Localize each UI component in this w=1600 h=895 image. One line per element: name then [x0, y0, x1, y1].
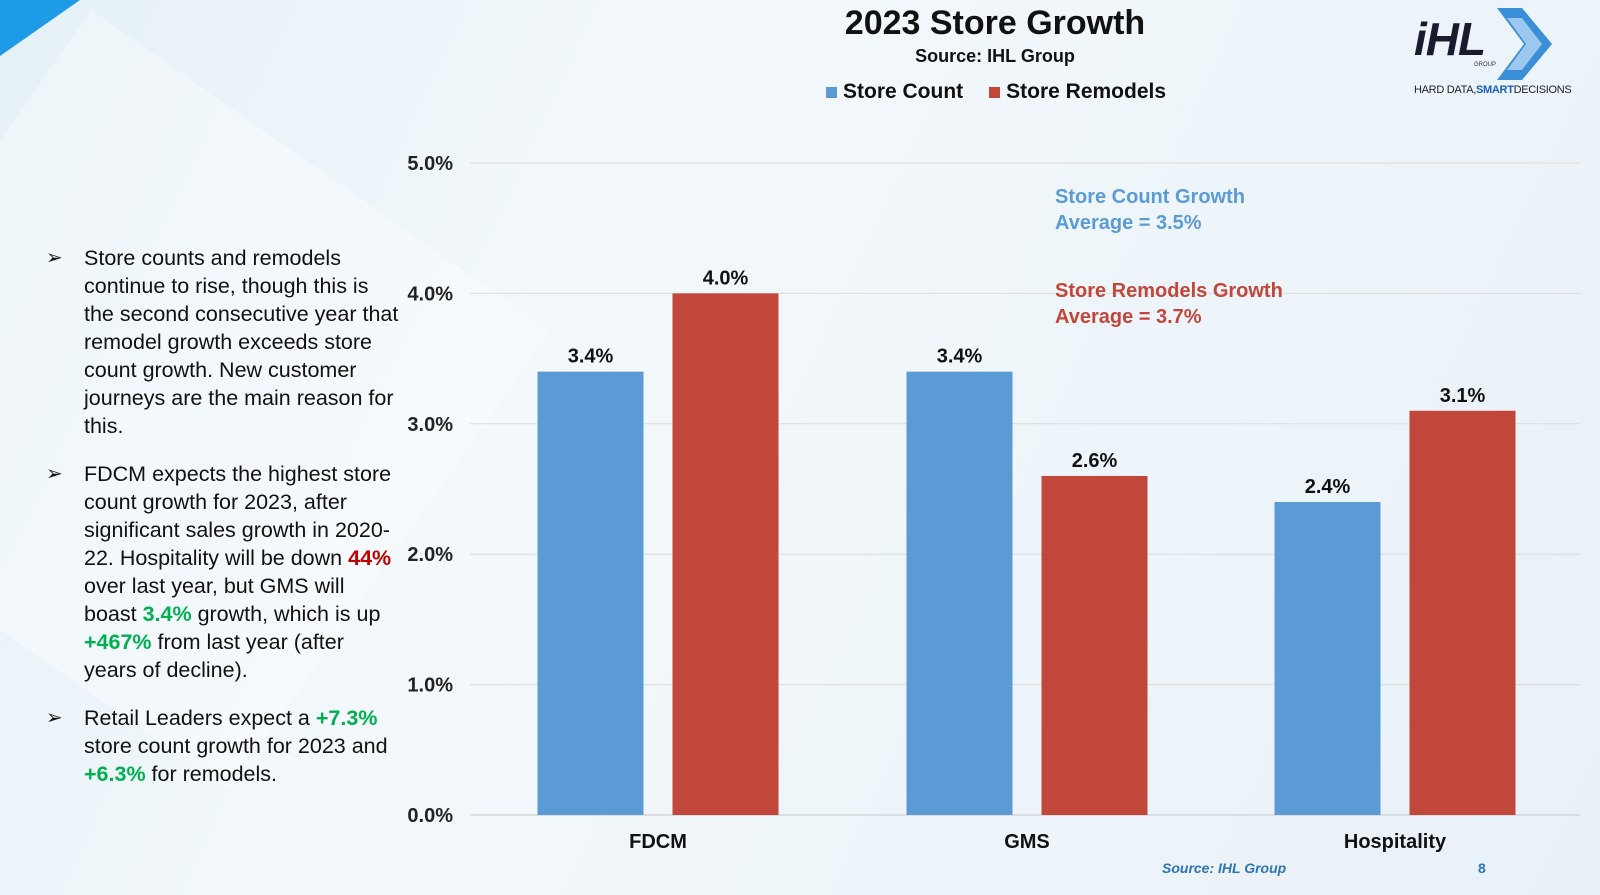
- bullet-text-segment: +6.3%: [84, 762, 146, 786]
- annotation-line-2: Average = 3.5%: [1055, 212, 1202, 234]
- legend-label-store-remodels: Store Remodels: [1006, 80, 1167, 103]
- data-label: 3.1%: [1440, 385, 1486, 407]
- logo-tagline: HARD DATA,SMARTDECISIONS: [1414, 84, 1572, 96]
- data-label: 2.6%: [1072, 450, 1118, 472]
- data-label: 4.0%: [703, 267, 749, 289]
- y-tick-label: 4.0%: [407, 283, 453, 305]
- annotation-line-1: Store Remodels Growth: [1055, 280, 1283, 302]
- bullet-text-segment: 3.4%: [142, 602, 192, 626]
- bullet-text-segment: store count growth for 2023 and: [84, 734, 388, 758]
- bullet-item: ➢ Retail Leaders expect a +7.3% store cou…: [44, 704, 399, 788]
- bullet-text-segment: Retail Leaders expect a: [84, 706, 316, 730]
- page-number: 8: [1478, 860, 1486, 876]
- annotation-line-1: Store Count Growth: [1055, 186, 1245, 208]
- data-label: 3.4%: [568, 346, 614, 368]
- data-label: 2.4%: [1305, 476, 1351, 498]
- bullet-item: ➢ FDCM expects the highest store count gr…: [44, 460, 399, 684]
- y-tick-label: 1.0%: [407, 675, 453, 697]
- bar-store-remodels: [1041, 475, 1148, 815]
- logo-group-text: GROUP: [1474, 62, 1497, 68]
- logo-chevron-icon: [1497, 8, 1552, 80]
- legend-swatch-store-count: [826, 86, 837, 98]
- ihl-logo: iHL GROUP HARD DATA,SMARTDECISIONS: [1412, 4, 1597, 99]
- bar-store-count: [537, 371, 644, 815]
- bullet-arrow-icon: ➢: [46, 707, 63, 729]
- bullet-text-segment: 44%: [348, 546, 392, 570]
- bullet-text-segment: over last year, but GMS will boast: [84, 574, 345, 626]
- bullet-text-segment: +467%: [84, 630, 152, 654]
- tagline-part-3: DECISIONS: [1513, 84, 1572, 96]
- chart-title: 2023 Store Growth: [844, 4, 1146, 42]
- bar-store-count: [1274, 502, 1381, 815]
- legend-item-store-count: Store Count: [826, 80, 963, 104]
- annotation-line-2: Average = 3.7%: [1055, 306, 1202, 328]
- bullet-text-segment: +7.3%: [315, 706, 378, 730]
- bullet-text-segment: Store counts and remodels continue to ri…: [84, 246, 399, 438]
- bullet-list: ➢ Store counts and remodels continue to r…: [44, 244, 399, 808]
- legend-label-store-count: Store Count: [843, 80, 964, 103]
- corner-accent: [0, 0, 80, 56]
- chart-subtitle: Source: IHL Group: [915, 46, 1075, 66]
- legend-item-store-remodels: Store Remodels: [989, 80, 1166, 104]
- bullet-text-segment: FDCM expects the highest store count gro…: [84, 462, 392, 570]
- x-tick-label: Hospitality: [1344, 831, 1447, 853]
- footer-source: Source: IHL Group: [1162, 860, 1287, 876]
- bar-store-remodels: [672, 293, 779, 815]
- bar-store-remodels: [1409, 410, 1516, 815]
- y-tick-label: 3.0%: [407, 414, 453, 436]
- y-tick-label: 5.0%: [407, 153, 453, 175]
- bullet-text-segment: growth, which is up: [191, 602, 381, 626]
- bullet-arrow-icon: ➢: [46, 247, 63, 269]
- tagline-part-2: SMART: [1476, 84, 1514, 96]
- tagline-part-1: HARD DATA,: [1414, 84, 1476, 96]
- bar-store-count: [906, 371, 1013, 815]
- legend-swatch-store-remodels: [989, 86, 1001, 98]
- x-tick-label: GMS: [1004, 831, 1050, 853]
- bullet-item: ➢ Store counts and remodels continue to r…: [44, 244, 399, 440]
- y-tick-label: 2.0%: [407, 544, 453, 566]
- logo-wordmark: iHL: [1414, 13, 1486, 65]
- y-tick-label: 0.0%: [407, 805, 453, 827]
- x-tick-label: FDCM: [629, 831, 687, 853]
- data-label: 3.4%: [937, 346, 983, 368]
- bullet-arrow-icon: ➢: [46, 463, 63, 485]
- chart-legend: Store Count Store Remodels: [826, 80, 1166, 104]
- bullet-text-segment: for remodels.: [145, 762, 277, 786]
- bullet-text-segment: from last year (after years of decline).: [84, 630, 344, 682]
